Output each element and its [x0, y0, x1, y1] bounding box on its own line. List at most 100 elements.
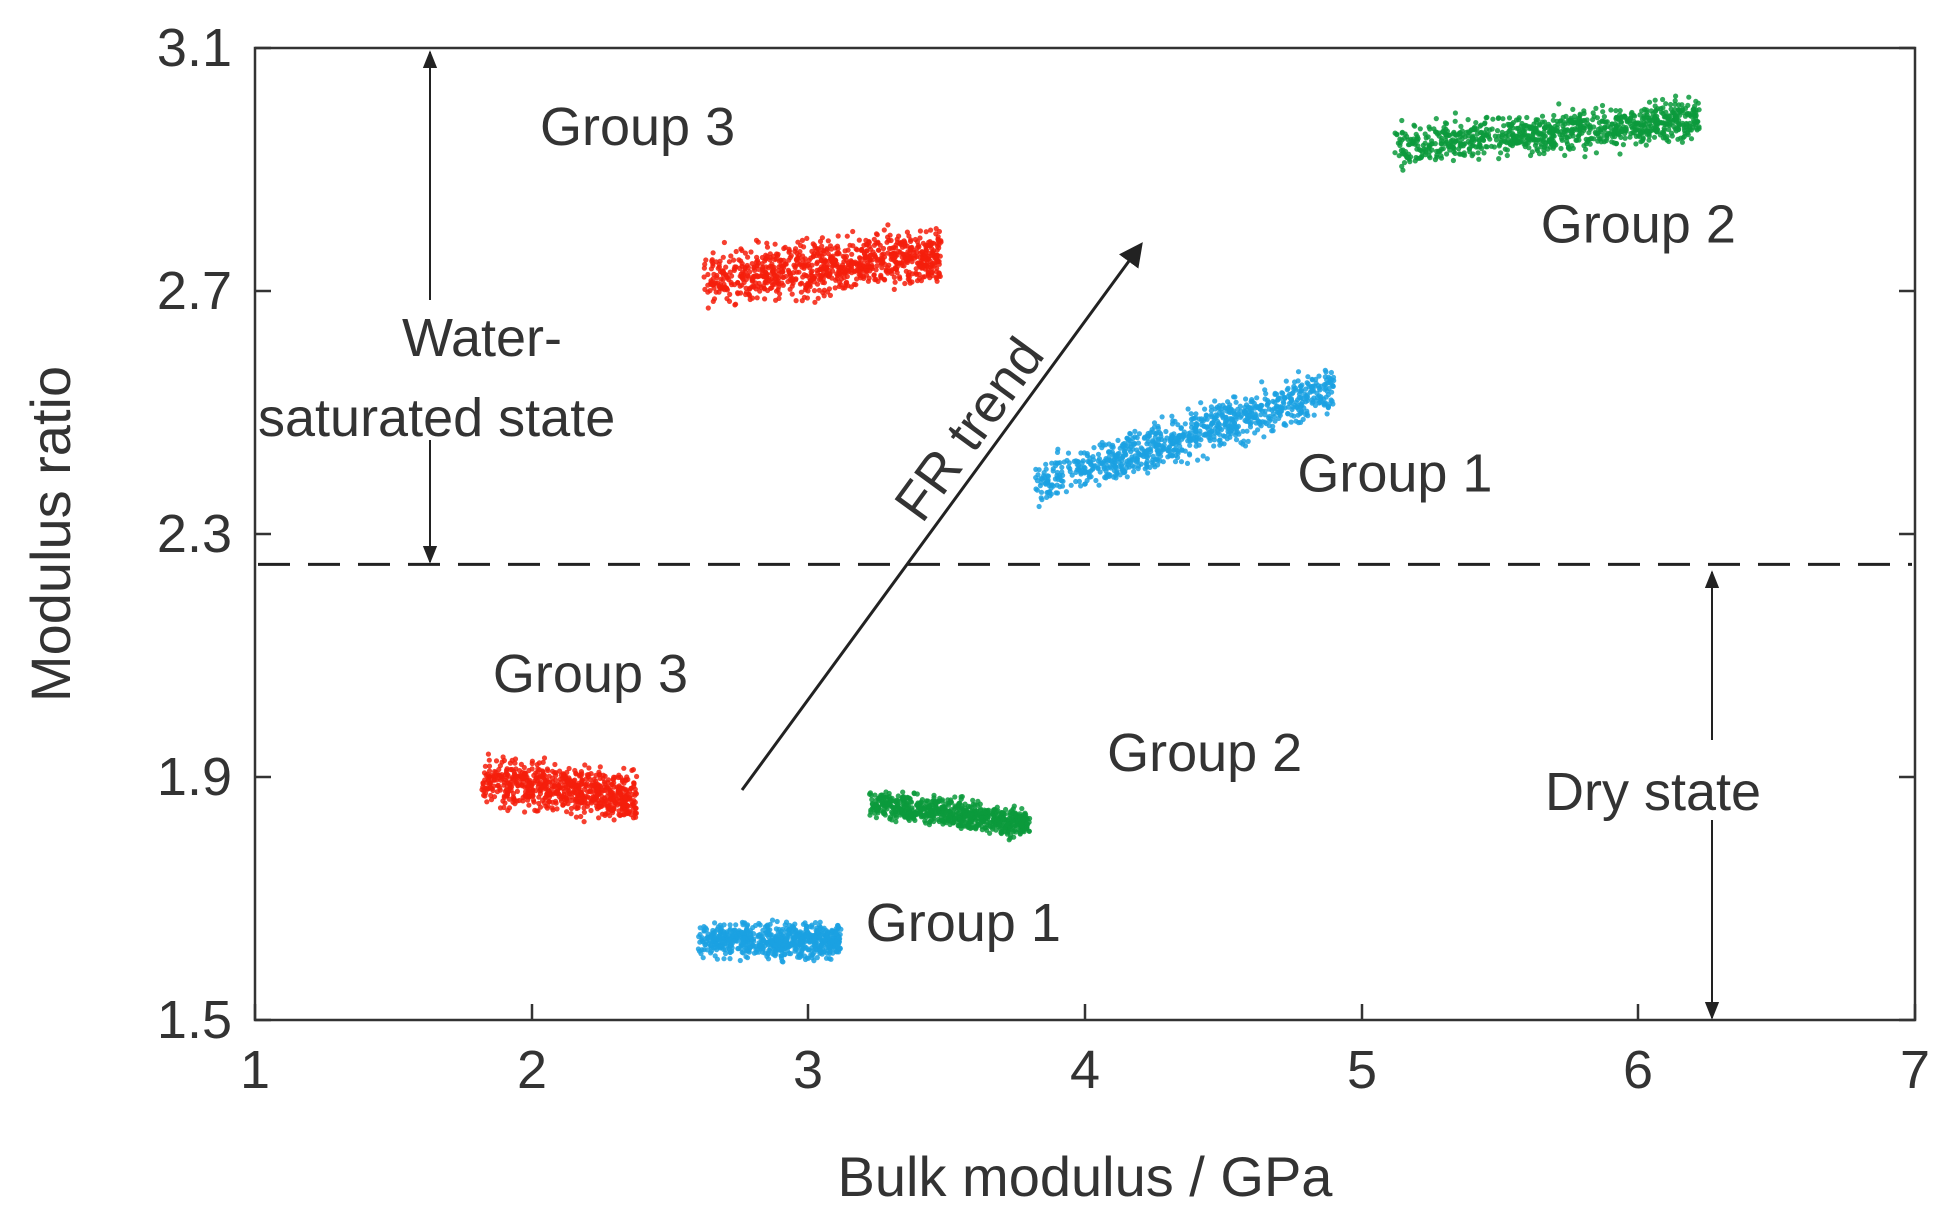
data-point [1078, 483, 1084, 489]
data-point [1130, 441, 1136, 448]
data-point [1156, 437, 1162, 443]
data-point [485, 777, 491, 784]
data-point [581, 809, 588, 815]
data-point [1537, 130, 1543, 136]
data-point [742, 250, 749, 256]
data-point [1536, 137, 1542, 143]
y-tick-label: 1.5 [157, 990, 232, 1050]
data-point [489, 772, 495, 779]
data-point [1021, 829, 1027, 835]
data-point [795, 932, 801, 938]
data-point [1637, 112, 1643, 118]
data-point [950, 810, 956, 817]
data-point [1499, 132, 1505, 138]
data-point [625, 810, 632, 817]
data-point [558, 798, 565, 804]
data-point [607, 788, 613, 794]
data-point [1299, 382, 1305, 388]
data-point [821, 264, 827, 270]
data-point [1131, 468, 1137, 475]
data-point [708, 945, 714, 951]
data-point [800, 262, 806, 268]
data-point [769, 939, 775, 945]
data-point [1262, 412, 1268, 418]
data-point [1020, 817, 1026, 823]
data-point [770, 269, 776, 275]
data-point [564, 809, 570, 815]
data-point [541, 755, 548, 761]
data-point [1622, 135, 1628, 141]
data-point [762, 296, 768, 302]
data-point [1115, 437, 1121, 443]
data-point [572, 777, 578, 783]
data-point [828, 255, 834, 262]
data-point [552, 761, 558, 768]
data-point [809, 948, 815, 954]
data-point [718, 925, 724, 931]
data-point [634, 773, 640, 780]
data-point [1312, 402, 1318, 409]
data-point [1541, 150, 1547, 157]
data-point [1251, 400, 1257, 406]
data-point [1102, 474, 1108, 480]
data-point [594, 792, 600, 799]
data-point [1134, 435, 1140, 441]
data-point [710, 250, 716, 256]
data-point [1563, 134, 1569, 140]
data-point [952, 794, 958, 800]
data-point [1175, 448, 1181, 455]
data-point [889, 245, 895, 251]
data-point [872, 810, 878, 816]
data-point [1298, 419, 1304, 425]
data-point [1473, 120, 1479, 126]
data-point [1559, 137, 1565, 143]
data-point [737, 265, 743, 271]
data-point [721, 946, 727, 953]
data-point [1172, 459, 1179, 465]
data-point [1264, 402, 1270, 408]
data-point [733, 922, 739, 928]
data-point [1225, 399, 1231, 405]
data-point [607, 796, 614, 802]
data-point [951, 820, 957, 826]
data-point [1595, 138, 1601, 144]
data-point [726, 932, 732, 938]
data-point [834, 243, 841, 249]
data-point [523, 789, 529, 795]
data-point [505, 807, 511, 814]
data-point [782, 933, 788, 939]
data-point [1661, 114, 1667, 120]
data-point [554, 806, 560, 812]
data-point [727, 956, 733, 962]
data-point [845, 262, 852, 268]
data-point [874, 232, 880, 238]
data-point [1475, 150, 1481, 156]
data-point [1199, 417, 1205, 424]
data-point [957, 817, 963, 823]
data-point [1144, 449, 1150, 455]
data-point [935, 237, 941, 243]
data-point [754, 254, 760, 260]
data-point [1690, 107, 1696, 113]
data-point [744, 948, 750, 954]
data-point [1227, 416, 1233, 422]
data-point [821, 941, 827, 947]
data-point [1082, 465, 1088, 471]
data-point [894, 236, 900, 242]
data-point [907, 796, 913, 802]
data-point [633, 791, 640, 797]
data-point [918, 259, 924, 265]
data-point [1110, 444, 1116, 450]
data-point [546, 773, 552, 779]
data-point [1188, 416, 1194, 422]
data-point [911, 790, 917, 797]
data-point [1490, 116, 1496, 122]
data-point [820, 931, 826, 937]
data-point [1587, 126, 1593, 132]
data-point [923, 229, 929, 235]
data-point [1682, 105, 1689, 111]
data-point [480, 784, 486, 790]
data-point [932, 262, 938, 268]
data-point [913, 810, 919, 816]
data-point [1593, 150, 1599, 156]
